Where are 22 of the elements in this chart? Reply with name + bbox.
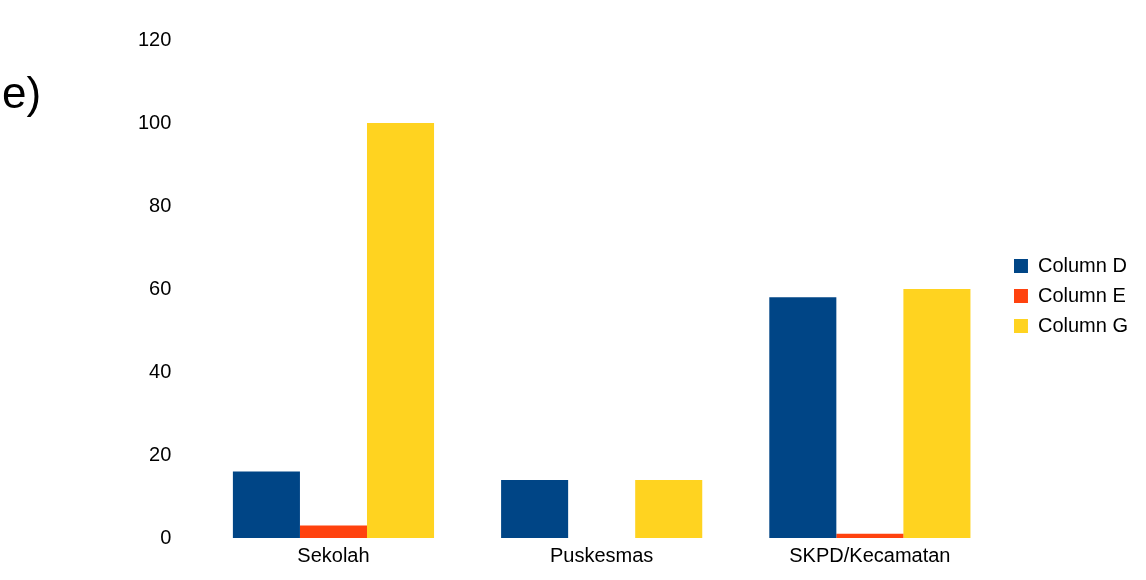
x-tick-label: Sekolah <box>297 543 370 566</box>
bar <box>903 289 971 538</box>
x-tick-label: Puskesmas <box>549 543 654 566</box>
y-tick-label: 60 <box>149 276 172 299</box>
bar <box>501 479 569 538</box>
y-tick-label: 80 <box>149 193 172 216</box>
y-tick-label: 0 <box>160 525 172 548</box>
text: e) <box>2 68 42 118</box>
bar <box>299 525 367 538</box>
y-tick-label: 20 <box>149 442 172 465</box>
legend-label: Column G <box>1037 313 1128 336</box>
bar <box>836 533 904 538</box>
y-tick-label: 100 <box>137 110 172 133</box>
bar <box>366 123 435 538</box>
legend-label: Column E <box>1037 283 1126 306</box>
y-tick-label: 120 <box>137 27 172 50</box>
bar <box>635 479 703 538</box>
bar <box>769 297 837 538</box>
y-tick-label: 40 <box>149 359 172 382</box>
bar <box>232 471 300 538</box>
x-tick-label: SKPD/Kecamatan <box>789 543 951 566</box>
legend-label: Column D <box>1037 253 1127 276</box>
